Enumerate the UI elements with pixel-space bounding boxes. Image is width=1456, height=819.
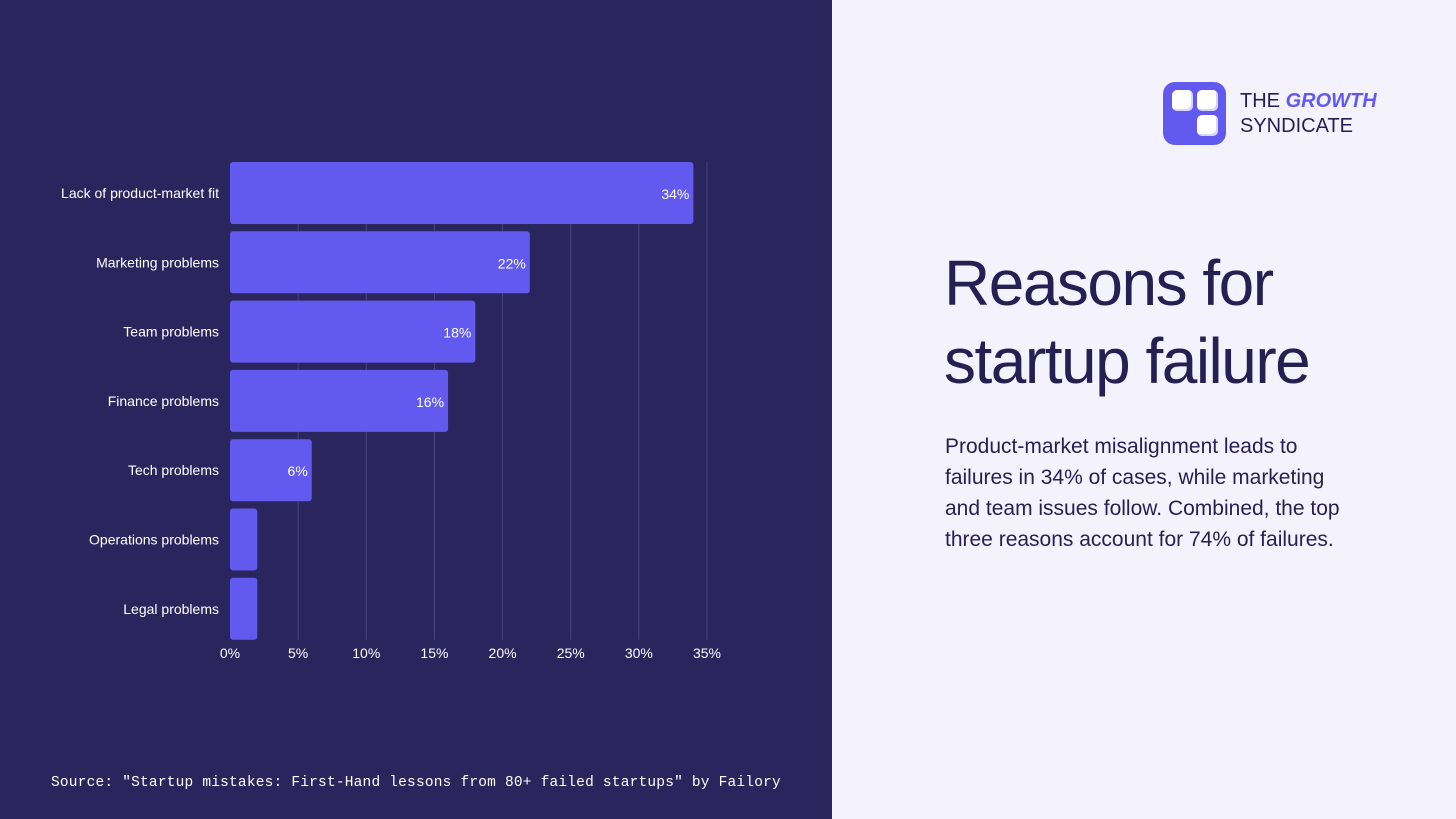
x-tick-label: 20% — [489, 645, 517, 661]
category-label: Lack of product-market fit — [61, 185, 219, 201]
x-tick-label: 35% — [693, 645, 721, 661]
x-tick-label: 10% — [352, 645, 380, 661]
bar — [230, 231, 530, 294]
x-tick-label: 5% — [288, 645, 308, 661]
brand: THE GROWTH SYNDICATE — [1163, 82, 1377, 145]
category-label: Marketing problems — [96, 254, 219, 270]
source-note: Source: "Startup mistakes: First-Hand le… — [51, 775, 781, 791]
bar — [230, 439, 312, 502]
data-label: 16% — [416, 394, 444, 410]
data-label: 22% — [498, 255, 526, 271]
category-label: Finance problems — [108, 393, 219, 409]
description: Product-market misalignment leads to fai… — [945, 435, 1340, 551]
data-label: 18% — [443, 325, 471, 341]
bar — [230, 577, 258, 640]
x-tick-label: 25% — [557, 645, 585, 661]
bar-chart: Lack of product-market fit 34% Marketing p… — [61, 162, 721, 661]
bar — [230, 508, 258, 571]
data-label: 6% — [288, 463, 308, 479]
x-tick-label: 0% — [220, 645, 240, 661]
page-title: Reasons for startup failure — [944, 247, 1311, 397]
brand-prefix: THE — [1240, 89, 1286, 112]
data-label: 34% — [661, 186, 689, 202]
brand-line2: SYNDICATE — [1240, 114, 1353, 137]
four-squares-logo-icon — [1163, 82, 1226, 145]
bar — [230, 162, 694, 224]
brand-highlight: GROWTH — [1285, 89, 1377, 112]
bar — [230, 300, 476, 363]
chart-panel: Lack of product-market fit 34% Marketing p… — [0, 0, 832, 819]
category-label: Operations problems — [89, 532, 219, 548]
x-tick-label: 30% — [625, 645, 653, 661]
info-panel: THE GROWTH SYNDICATE Reasons for startup… — [832, 0, 1456, 819]
category-label: Team problems — [123, 324, 219, 340]
category-label: Legal problems — [123, 601, 219, 617]
bar — [230, 369, 449, 432]
x-tick-label: 15% — [420, 645, 448, 661]
brand-name: THE GROWTH SYNDICATE — [1240, 89, 1377, 139]
category-label: Tech problems — [128, 462, 219, 478]
